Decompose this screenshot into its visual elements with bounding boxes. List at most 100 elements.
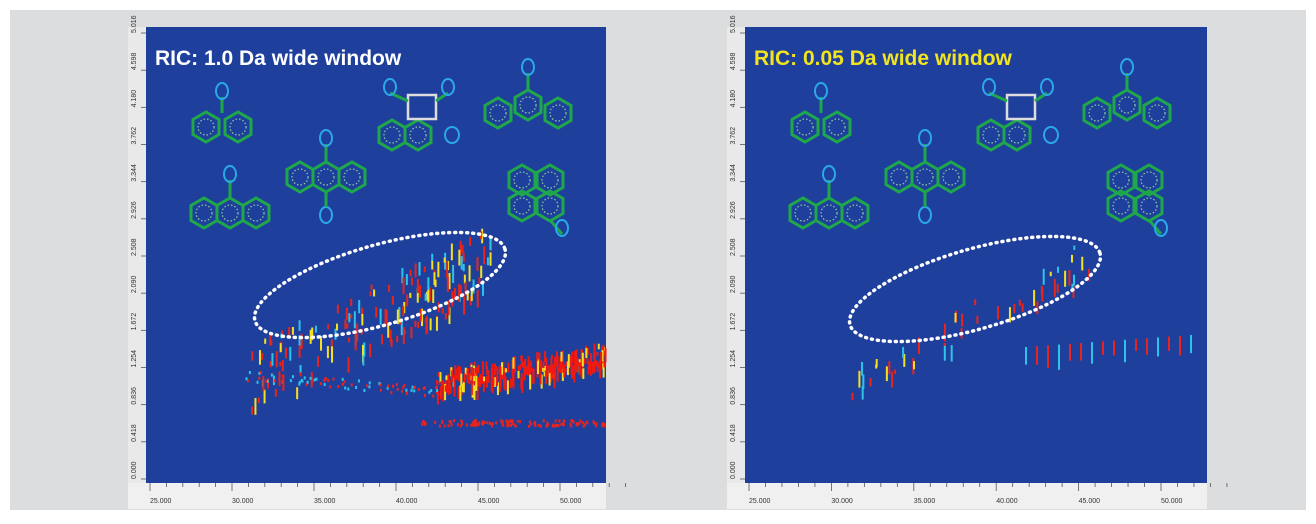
signal <box>593 358 596 373</box>
signal <box>1190 335 1192 354</box>
signal <box>546 423 549 427</box>
signal <box>586 347 589 355</box>
signal <box>551 424 554 428</box>
oxygen <box>982 78 996 96</box>
signal <box>472 420 475 424</box>
signal <box>961 313 964 327</box>
signal <box>470 423 473 427</box>
signal <box>544 351 547 362</box>
signal <box>479 232 482 240</box>
signal <box>281 380 284 384</box>
signal <box>363 342 366 357</box>
signal <box>331 346 334 363</box>
signal <box>486 257 489 266</box>
signal <box>395 383 398 387</box>
signal <box>603 422 606 426</box>
signal <box>256 380 259 384</box>
signal <box>538 352 541 368</box>
signal <box>540 374 543 389</box>
ring-inner <box>942 168 960 186</box>
signal <box>422 386 425 390</box>
signal <box>1068 270 1071 286</box>
signal <box>485 361 488 370</box>
x-tick-label: 50.000 <box>1161 498 1183 505</box>
ring-inner <box>820 204 838 222</box>
x-tick-label: 45.000 <box>478 498 500 505</box>
signal <box>1008 307 1011 323</box>
signal <box>513 423 516 427</box>
y-axis-strip <box>727 27 745 509</box>
signal <box>375 306 378 318</box>
signal <box>496 382 499 396</box>
signal <box>457 365 460 382</box>
signal <box>473 419 476 423</box>
signal <box>595 360 598 367</box>
signal <box>575 363 578 373</box>
signal <box>556 371 559 382</box>
signal <box>477 423 480 427</box>
signal <box>396 335 399 343</box>
signal <box>533 421 536 425</box>
ring-inner <box>229 118 247 136</box>
signal <box>424 422 427 426</box>
signal <box>448 380 451 388</box>
signal <box>470 381 473 395</box>
signal <box>478 421 481 425</box>
ring-inner <box>1118 96 1136 114</box>
ring-inner <box>916 168 934 186</box>
signal <box>254 398 257 415</box>
signal <box>410 388 413 392</box>
oxygen <box>441 78 455 96</box>
signal <box>327 324 330 330</box>
signal <box>347 357 350 373</box>
signal <box>347 387 350 391</box>
x-tick-label: 35.000 <box>314 498 336 505</box>
signal <box>305 382 308 386</box>
signal <box>387 384 390 388</box>
y-tick-label: 0.836 <box>131 387 138 405</box>
signal <box>396 387 399 391</box>
signal <box>1042 268 1045 285</box>
signal <box>556 355 559 365</box>
signal <box>421 308 424 327</box>
signal <box>431 253 434 262</box>
signal <box>423 386 426 390</box>
signal <box>542 361 545 369</box>
signal <box>469 236 472 246</box>
signal <box>520 355 523 366</box>
y-tick-label: 3.344 <box>131 164 138 182</box>
signal <box>591 361 594 374</box>
signal <box>419 285 422 298</box>
y-tick-label: 4.598 <box>730 53 737 71</box>
ring <box>223 110 253 144</box>
signal <box>573 371 576 383</box>
signal <box>343 380 346 384</box>
signal <box>560 351 563 362</box>
signal <box>273 379 276 383</box>
signal <box>449 385 452 394</box>
signal <box>466 370 469 381</box>
signal <box>310 372 313 388</box>
signal <box>858 370 861 388</box>
signal <box>530 422 533 426</box>
signal <box>461 383 464 393</box>
signal <box>483 376 486 383</box>
signal <box>413 385 416 389</box>
ring-inner <box>541 197 559 215</box>
y-tick-label: 1.254 <box>131 350 138 368</box>
signal <box>560 423 563 427</box>
signal <box>350 314 353 319</box>
y-tick-label: 3.762 <box>730 127 737 145</box>
signal <box>1073 274 1076 286</box>
signal <box>400 318 403 336</box>
signal <box>575 349 578 360</box>
signal <box>437 372 440 377</box>
signal <box>582 367 585 379</box>
signal <box>602 363 605 370</box>
oxygen <box>215 82 229 100</box>
signal <box>485 377 488 388</box>
ring-inner <box>541 171 559 189</box>
signal <box>476 257 479 271</box>
signal <box>567 354 570 368</box>
ring <box>1005 93 1037 121</box>
